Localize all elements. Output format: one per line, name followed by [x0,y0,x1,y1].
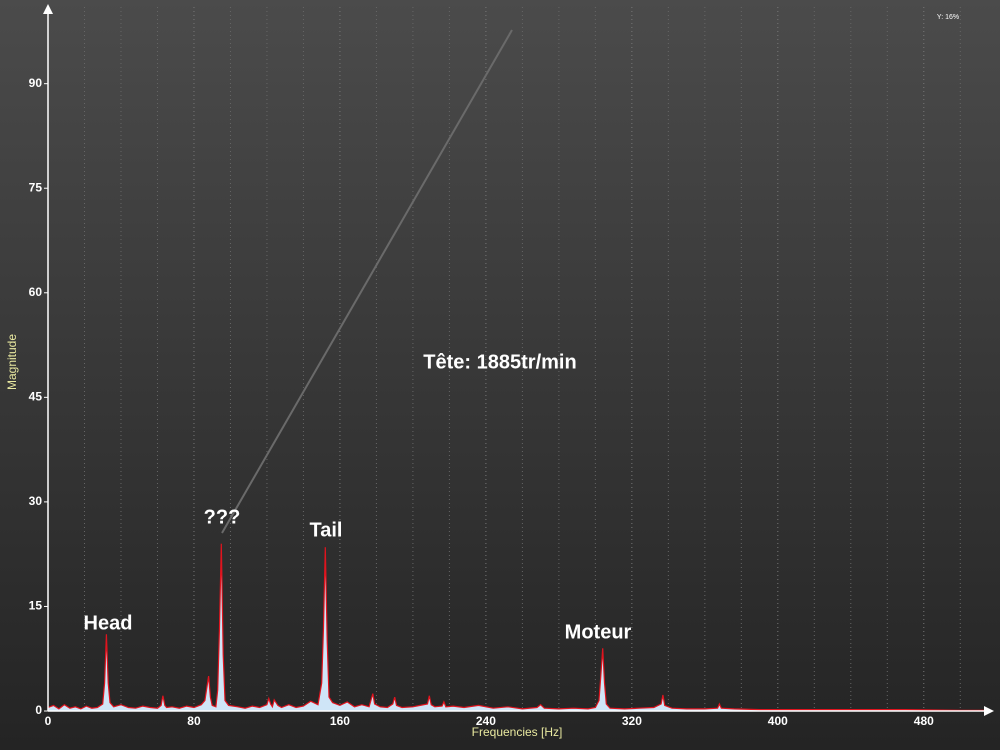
plot [47,543,984,711]
x-tick-label: 0 [45,714,52,728]
annotations: Head??? Tail Moteur Tête: 1885tr/min [84,351,632,643]
x-tick-label: 320 [622,714,642,728]
x-tick-label: 240 [476,714,496,728]
y-tick-label: 0 [35,703,42,717]
y-tick-label: 30 [29,494,43,508]
annotation: ??? [204,506,241,528]
y-tick-label: 75 [29,180,43,194]
ticks: 0 80 160 240 320 400 480 0 15 30 45 60 75 90 [29,76,934,728]
x-tick-label: 400 [768,714,788,728]
status-text: Y: 16% [937,14,959,21]
y-tick-label: 45 [29,390,43,404]
annotation: Tête: 1885tr/min [423,351,576,373]
annotation: Head [84,612,133,634]
x-tick-label: 480 [914,714,934,728]
x-tick-label: 80 [187,714,201,728]
y-tick-label: 60 [29,285,43,299]
x-tick-label: 160 [330,714,350,728]
grid [47,7,961,711]
line [47,543,984,711]
y-tick-label: 15 [29,599,43,613]
y-axis-title: Magnitude [5,334,19,390]
y-axis-arrow [43,4,53,14]
pointer-line [221,29,513,534]
annotation: Moteur [565,621,632,643]
annotation: Tail [310,519,343,541]
x-axis-arrow [984,706,994,716]
y-tick-label: 90 [29,76,43,90]
x-axis-title: Frequencies [Hz] [472,725,563,739]
